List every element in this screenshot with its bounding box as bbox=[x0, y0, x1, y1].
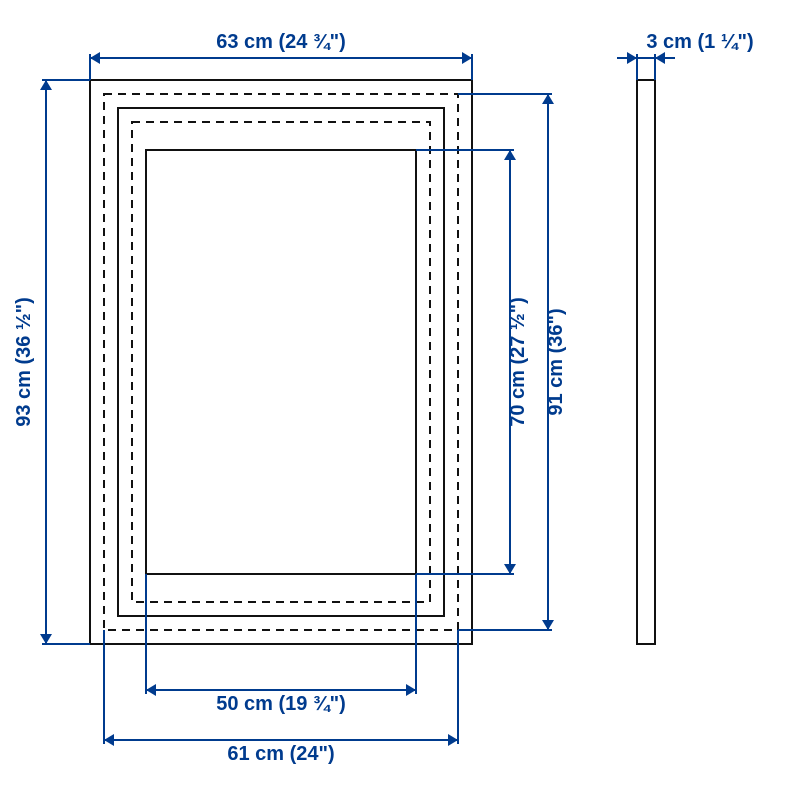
dim-height-right-inner-label: 70 cm (27 ½") bbox=[507, 297, 529, 427]
dim-height-right-inner: 70 cm (27 ½") bbox=[507, 150, 529, 574]
dim-width-bottom-inner: 50 cm (19 ¾") bbox=[146, 690, 416, 715]
dim-width-top: 63 cm (24 ¾") bbox=[90, 31, 472, 58]
dim-width-top-label: 63 cm (24 ¾") bbox=[216, 31, 346, 53]
dim-width-bottom-inner-label: 50 cm (19 ¾") bbox=[216, 693, 346, 715]
dim-height-right-outer-label: 91 cm (36") bbox=[545, 308, 567, 415]
dim-height-right-outer: 91 cm (36") bbox=[545, 94, 567, 630]
dim-height-left-label: 93 cm (36 ½") bbox=[13, 297, 35, 427]
dim-width-bottom-outer: 61 cm (24") bbox=[104, 740, 458, 765]
dim-width-bottom-outer-label: 61 cm (24") bbox=[227, 743, 334, 765]
dim-height-left: 93 cm (36 ½") bbox=[13, 80, 46, 644]
dim-depth-label: 3 cm (1 ¼") bbox=[646, 31, 753, 53]
